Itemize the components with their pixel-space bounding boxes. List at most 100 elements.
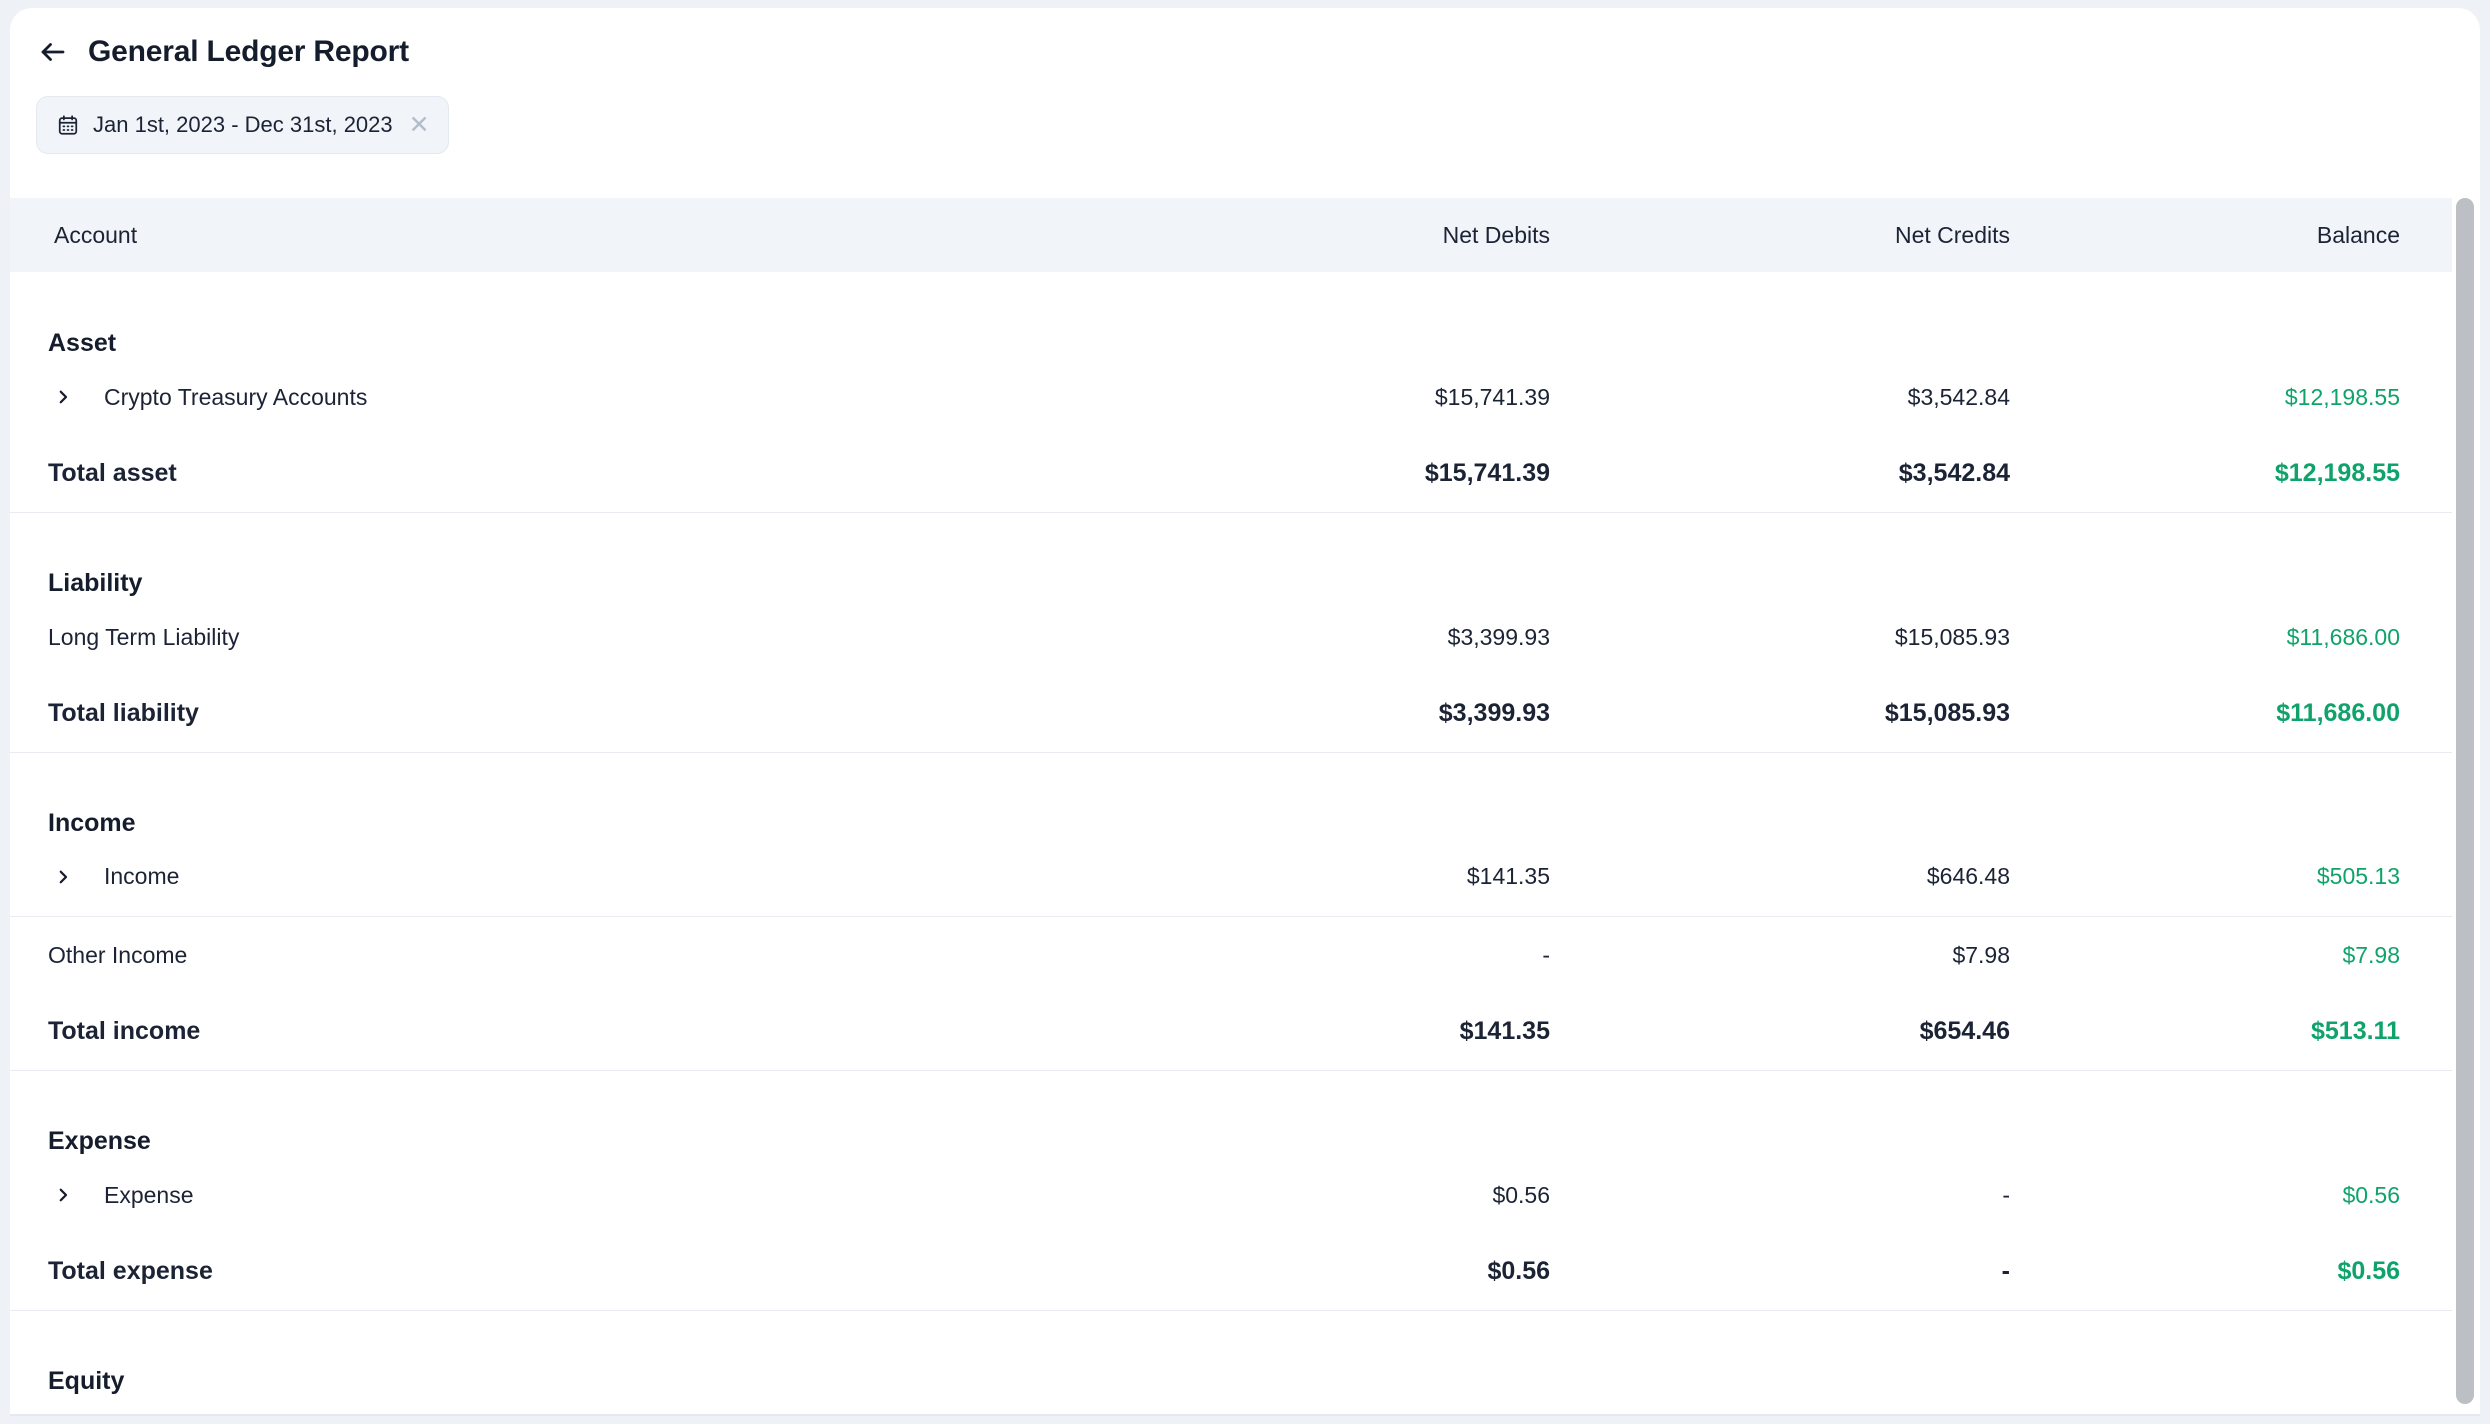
section-title: Liability (48, 569, 143, 597)
section-total-row: Total income $141.35 $654.46 $513.11 (10, 994, 2452, 1071)
section-header-row: Asset (10, 272, 2452, 358)
section-total-row: Total liability $3,399.93 $15,085.93 $11,68… (10, 676, 2452, 753)
section-title: Income (48, 809, 136, 837)
table-body: Asset Crypto Treasury Accounts $15,741.39 $… (10, 272, 2452, 1416)
vertical-scrollbar-thumb[interactable] (2456, 198, 2474, 1404)
section-spacer-balance (2010, 1070, 2452, 1156)
chevron-right-icon[interactable] (48, 868, 78, 886)
account-name: Crypto Treasury Accounts (104, 383, 368, 410)
section-spacer-credits (1550, 272, 2010, 358)
section-spacer-credits (1550, 512, 2010, 598)
total-balance-cell: $11,686.00 (2010, 676, 2452, 753)
section-title-cell: Asset (10, 272, 1190, 358)
balance-cell: $11,686.00 (2286, 623, 2400, 650)
column-header-net-debits: Net Debits (1190, 198, 1550, 272)
balance-cell: $7.98 (2342, 941, 2400, 968)
total-net-debits-cell: $141.35 (1190, 994, 1550, 1071)
column-header-balance: Balance (2010, 198, 2452, 272)
section-spacer-debits (1190, 272, 1550, 358)
calendar-icon (57, 114, 79, 136)
column-header-net-credits: Net Credits (1550, 198, 2010, 272)
balance-cell: $505.13 (2010, 838, 2452, 917)
column-header-account: Account (10, 198, 1190, 272)
account-cell: Income (10, 838, 1190, 917)
net-debits-cell: - (1542, 941, 1550, 968)
table-header-row: Account Net Debits Net Credits Balance (10, 198, 2452, 272)
section-spacer-balance (2010, 272, 2452, 358)
chevron-right-icon[interactable] (48, 1186, 78, 1204)
chevron-right-icon[interactable] (48, 388, 78, 406)
total-net-debits-cell: $15,741.39 (1190, 436, 1550, 513)
table-header: Account Net Debits Net Credits Balance (10, 198, 2452, 272)
section-title: Equity (48, 1367, 125, 1395)
table-row[interactable]: Other Income - $7.98 $7.98 (10, 916, 2452, 994)
section-title-cell: Expense (10, 1070, 1190, 1156)
section-spacer-credits (1550, 1310, 2010, 1396)
table-row[interactable]: Income $141.35 $646.48 $505.13 (10, 838, 2452, 917)
account-name: Other Income (48, 941, 188, 968)
page-title: General Ledger Report (88, 35, 409, 68)
section-header-row: Equity (10, 1310, 2452, 1396)
total-balance-cell: $0.56 (2010, 1234, 2452, 1311)
section-spacer-balance (2010, 512, 2452, 598)
total-label-cell: Total equity (10, 1396, 1190, 1416)
account-name: Long Term Liability (48, 623, 240, 650)
vertical-scrollbar-track[interactable] (2456, 198, 2474, 1420)
section-total-row: Total expense $0.56- $0.56 (10, 1234, 2452, 1311)
net-debits-cell: $141.35 (1190, 838, 1550, 917)
total-net-credits-cell: - (1550, 1234, 2010, 1311)
table-row[interactable]: Expense $0.56 - $0.56 (10, 1156, 2452, 1234)
back-button[interactable] (30, 29, 76, 75)
total-net-credits-cell: $654.46 (1550, 994, 2010, 1071)
account-cell: Expense (10, 1156, 1190, 1234)
ledger-table-container: Account Net Debits Net Credits Balance A… (10, 198, 2480, 1416)
page-header: General Ledger Report (10, 8, 2480, 96)
section-header-row: Income (10, 752, 2452, 838)
section-header-row: Expense (10, 1070, 2452, 1156)
account-name: Expense (104, 1181, 194, 1208)
balance-cell: $0.56 (2342, 1181, 2400, 1208)
total-net-credits-cell: - (1550, 1396, 2010, 1416)
total-balance-cell: $12,198.55 (2010, 436, 2452, 513)
net-credits-cell: $646.48 (1550, 838, 2010, 917)
total-label-cell: Total expense (10, 1234, 1190, 1311)
section-title-cell: Equity (10, 1310, 1190, 1396)
total-net-credits-cell: $15,085.93 (1550, 676, 2010, 753)
total-label-cell: Total liability (10, 676, 1190, 753)
card-bottom-divider (10, 1414, 2480, 1416)
section-spacer-credits (1550, 752, 2010, 838)
total-balance-cell: $513.11 (2010, 994, 2452, 1071)
total-net-debits-cell: $0.56 (1190, 1234, 1550, 1311)
total-net-debits-cell: $3,399.93 (1190, 676, 1550, 753)
net-credits-cell: $15,085.93 (1894, 623, 2010, 650)
report-card: General Ledger Report (10, 8, 2480, 1416)
net-credits-cell: - (2002, 1181, 2010, 1208)
section-title-cell: Income (10, 752, 1190, 838)
total-net-credits-cell: $3,542.84 (1550, 436, 2010, 513)
section-header-row: Liability (10, 512, 2452, 598)
section-spacer-balance (2010, 1310, 2452, 1396)
total-balance-cell: - (2010, 1396, 2452, 1416)
account-cell: Crypto Treasury Accounts (10, 358, 1190, 436)
total-label-cell: Total income (10, 994, 1190, 1071)
balance-cell: $12,198.55 (2284, 383, 2400, 410)
table-row[interactable]: Long Term Liability $3,399.93 $15,085.93 $1… (10, 598, 2452, 676)
section-spacer-debits (1190, 1310, 1550, 1396)
section-spacer-debits (1190, 752, 1550, 838)
account-name: Income (104, 863, 180, 890)
section-spacer-debits (1190, 1070, 1550, 1156)
filter-bar: Jan 1st, 2023 - Dec 31st, 2023 ✕ (10, 96, 2480, 166)
account-cell: Other Income (10, 916, 1190, 994)
net-debits-cell: $15,741.39 (1434, 383, 1550, 410)
date-range-label: Jan 1st, 2023 - Dec 31st, 2023 (93, 112, 393, 137)
total-label-cell: Total asset (10, 436, 1190, 513)
account-cell: Long Term Liability (10, 598, 1190, 676)
section-spacer-balance (2010, 752, 2452, 838)
close-icon[interactable]: ✕ (408, 110, 430, 139)
date-range-filter-chip[interactable]: Jan 1st, 2023 - Dec 31st, 2023 ✕ (36, 96, 449, 154)
section-title-cell: Liability (10, 512, 1190, 598)
table-row[interactable]: Crypto Treasury Accounts $15,741.39 $3,542… (10, 358, 2452, 436)
section-title: Expense (48, 1127, 151, 1155)
net-credits-cell: $3,542.84 (1907, 383, 2010, 410)
